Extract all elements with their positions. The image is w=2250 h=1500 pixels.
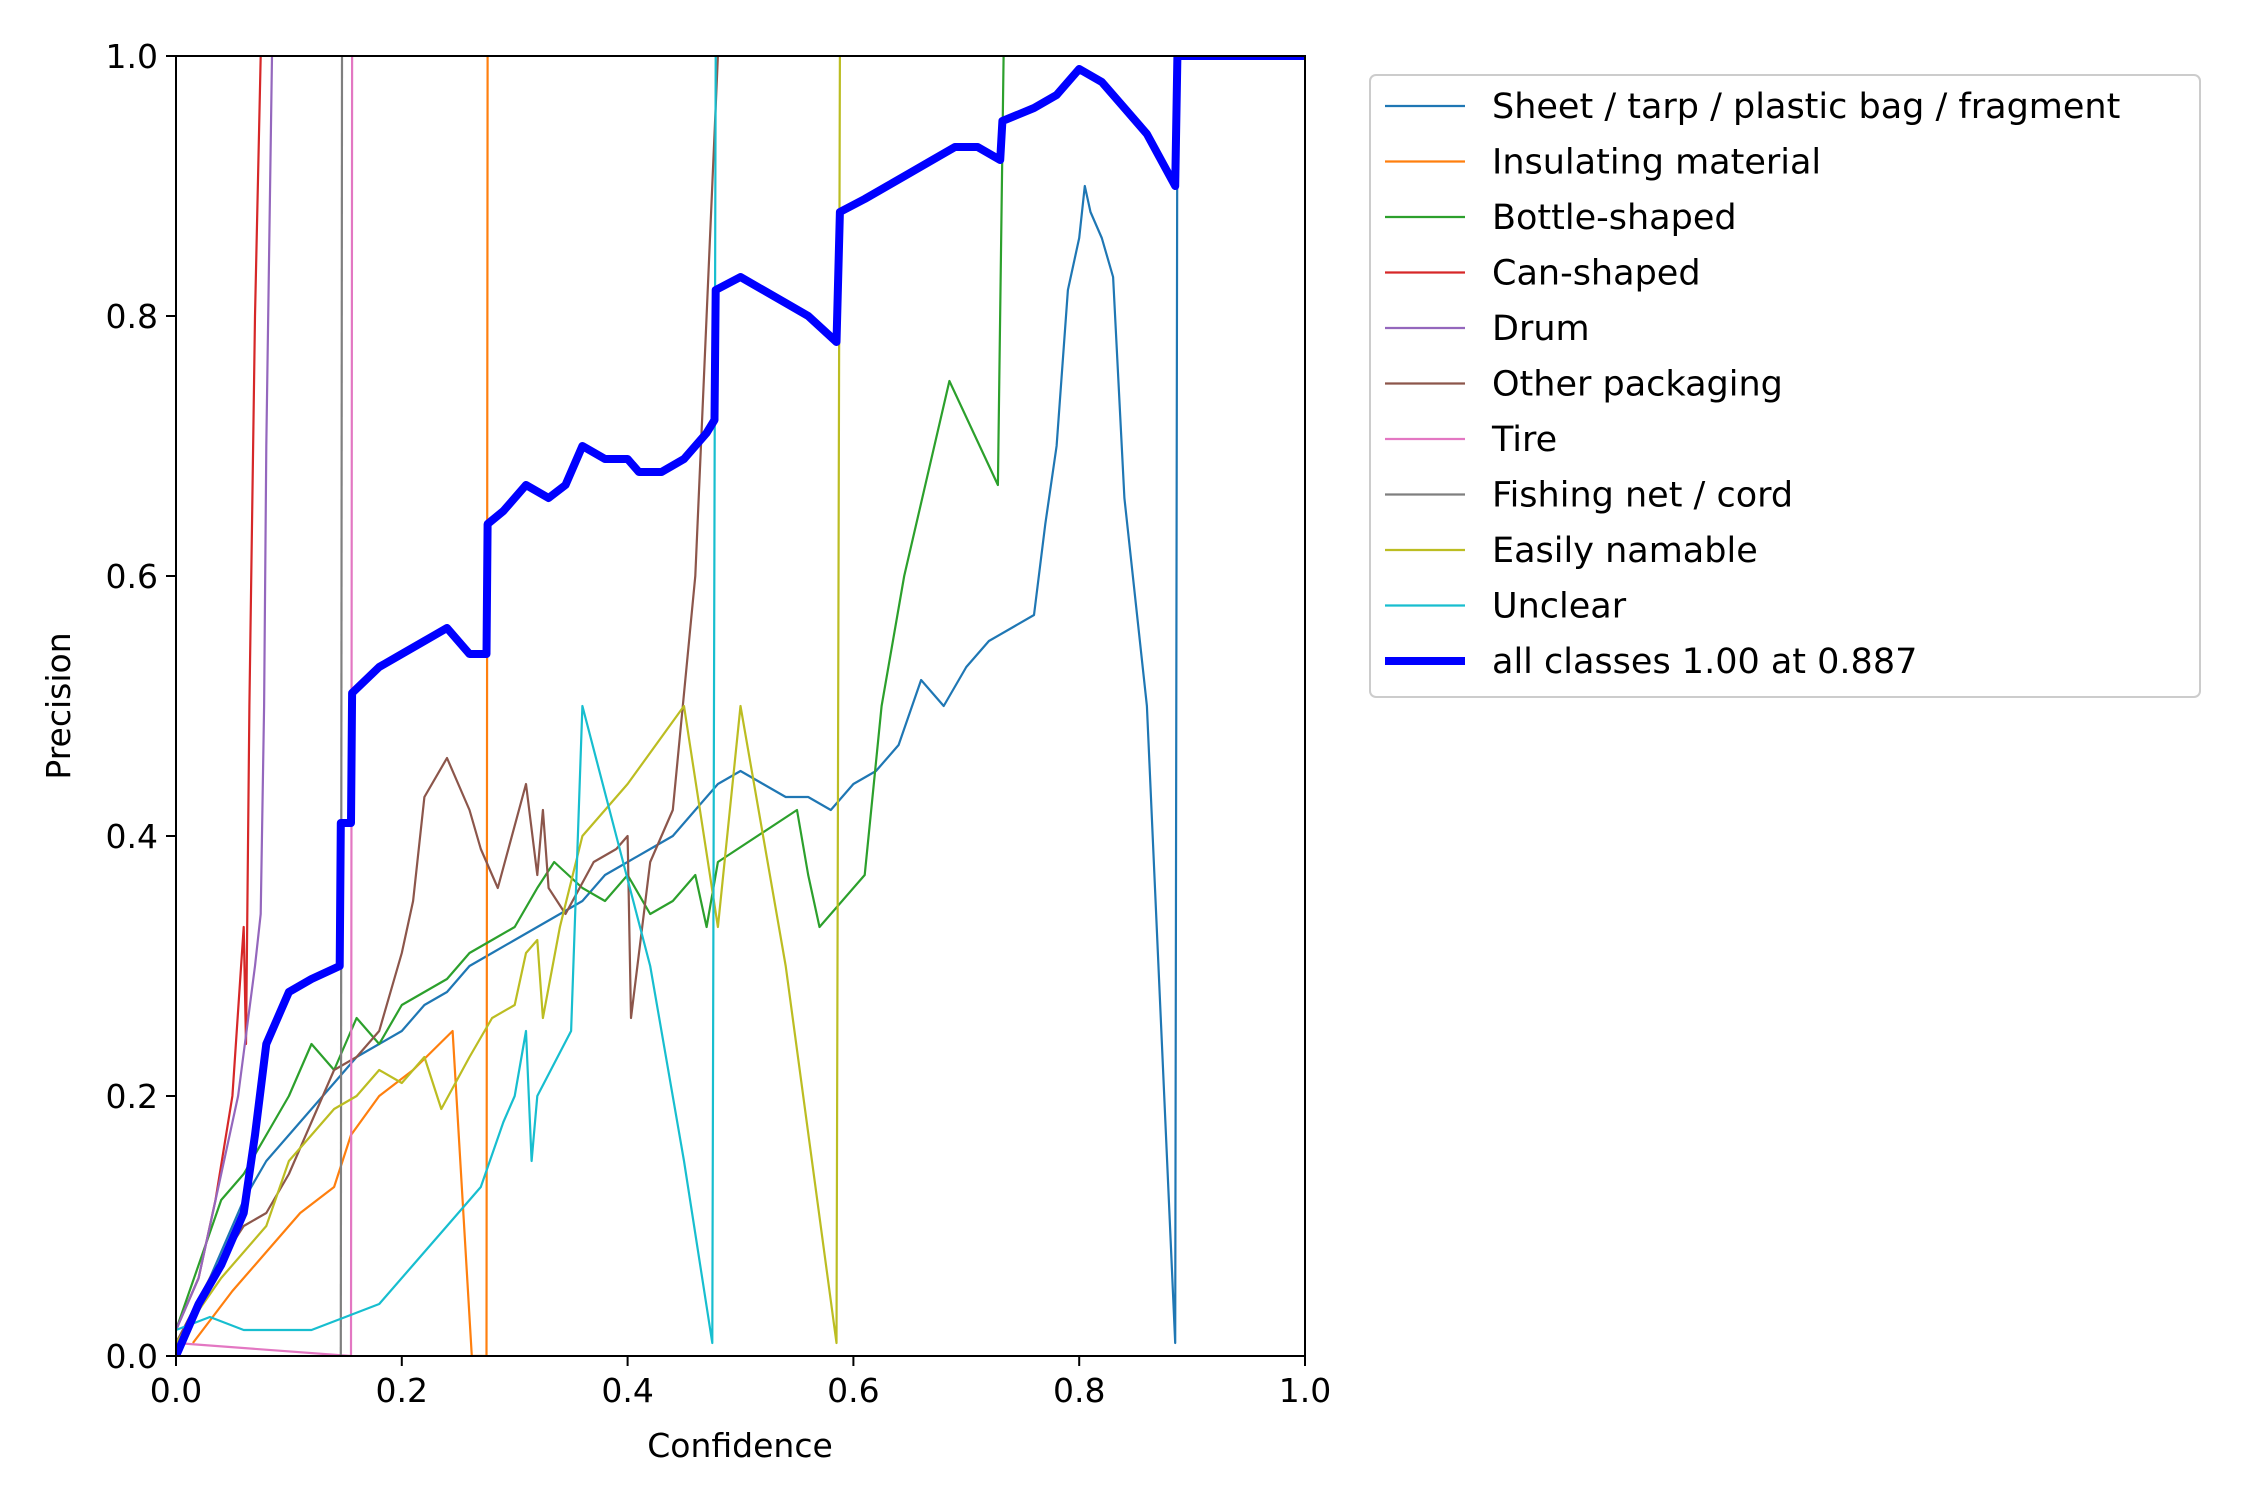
x-tick-label: 0.0 [150, 1371, 202, 1410]
series-line-4 [176, 56, 274, 1331]
x-axis: 0.0 0.2 0.4 0.6 0.8 1.0 [150, 1356, 1331, 1410]
y-tick-label: 0.4 [106, 817, 158, 856]
legend-box [1369, 74, 2201, 698]
legend-entry-label: Fishing net / cord [1492, 476, 1793, 516]
legend-entry-label: all classes 1.00 at 0.887 [1492, 642, 1917, 682]
series-line-8 [176, 56, 841, 1345]
x-tick-label: 0.2 [376, 1371, 428, 1410]
y-tick-label: 0.0 [106, 1337, 158, 1376]
series-line-5 [176, 56, 719, 1344]
y-axis: 0.0 0.2 0.4 0.6 0.8 1.0 [106, 37, 176, 1376]
series-line-7 [339, 56, 344, 1356]
series-line-0 [176, 56, 1305, 1345]
x-tick-label: 0.4 [601, 1371, 653, 1410]
legend-entry-label: Tire [1491, 420, 1557, 460]
legend-entry-label: Easily namable [1492, 531, 1758, 571]
series-line-1 [192, 56, 489, 1356]
y-tick-label: 0.8 [106, 297, 158, 336]
legend-entry-label: Unclear [1492, 587, 1627, 627]
series-layer [176, 56, 1305, 1356]
y-tick-label: 0.2 [106, 1077, 158, 1116]
legend-entry-label: Sheet / tarp / plastic bag / fragment [1492, 87, 2120, 127]
plot-frame [175, 55, 1306, 1357]
series-line-6 [176, 56, 354, 1356]
legend: Sheet / tarp / plastic bag / fragment Ins… [1369, 74, 2201, 698]
y-axis-label: Precision [39, 632, 78, 779]
y-tick-label: 0.6 [106, 557, 158, 596]
legend-entry-label: Drum [1492, 309, 1590, 349]
x-tick-label: 1.0 [1279, 1371, 1331, 1410]
x-tick-label: 0.6 [827, 1371, 879, 1410]
y-tick-label: 1.0 [106, 37, 158, 76]
x-axis-label: Confidence [647, 1426, 833, 1465]
x-tick-label: 0.8 [1053, 1371, 1105, 1410]
series-line-10 [176, 56, 1305, 1356]
legend-entry-label: Insulating material [1492, 143, 1821, 183]
series-line-2 [176, 56, 1005, 1331]
legend-entry-label: Bottle-shaped [1492, 198, 1737, 238]
legend-entry-label: Other packaging [1492, 365, 1783, 405]
legend-entry-label: Can-shaped [1492, 254, 1701, 294]
series-line-9 [176, 56, 717, 1345]
